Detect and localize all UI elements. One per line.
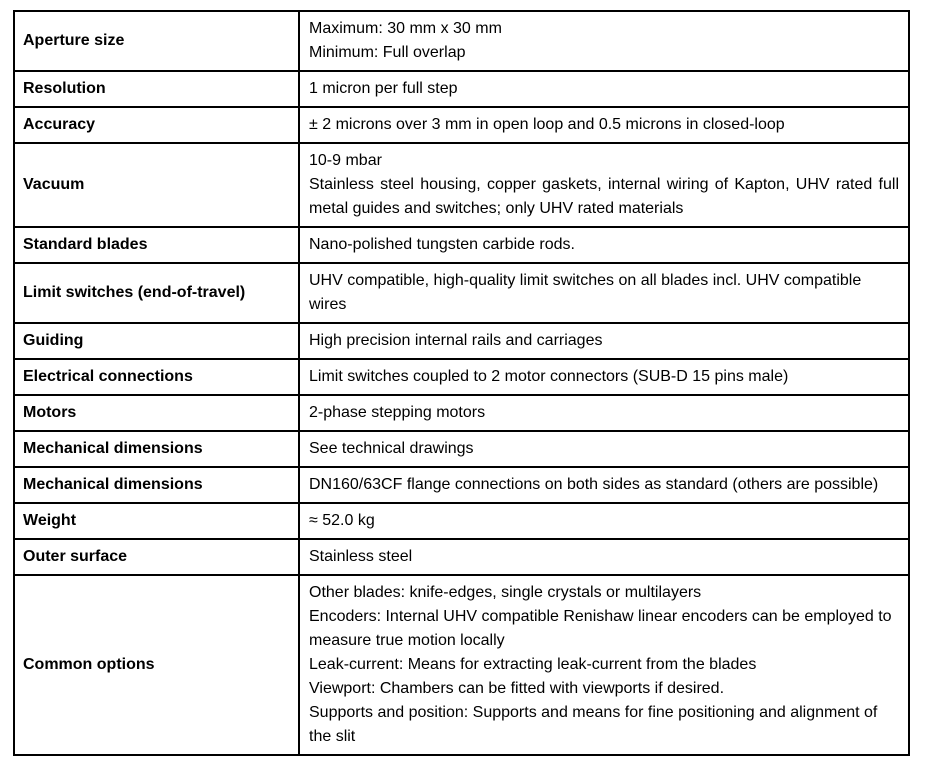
spec-value: 2-phase stepping motors [298, 394, 910, 432]
spec-label: Guiding [13, 322, 300, 360]
spec-value: 10-9 mbar Stainless steel housing, copper… [298, 142, 910, 228]
table-row: Electrical connections Limit switches cou… [13, 358, 910, 396]
spec-value-line: Minimum: Full overlap [309, 44, 466, 61]
spec-value-line: Maximum: 30 mm x 30 mm [309, 20, 502, 37]
table-row: Mechanical dimensions See technical drawi… [13, 430, 910, 468]
spec-value-line: UHV compatible, high-quality limit switc… [309, 272, 862, 313]
spec-value-line: 2-phase stepping motors [309, 404, 486, 421]
spec-value-line: Nano-polished tungsten carbide rods. [309, 236, 575, 253]
spec-label: Standard blades [13, 226, 300, 264]
spec-value: 1 micron per full step [298, 70, 910, 108]
spec-value: See technical drawings [298, 430, 910, 468]
spec-value-line: See technical drawings [309, 440, 474, 457]
spec-value-line: Stainless steel housing, copper gaskets,… [309, 176, 899, 217]
table-row: Motors 2-phase stepping motors [13, 394, 910, 432]
table-row: Aperture size Maximum: 30 mm x 30 mm Minim… [13, 10, 910, 72]
spec-value-line: Leak-current: Means for extracting leak-… [309, 656, 757, 673]
spec-value-line: Supports and position: Supports and mean… [309, 704, 878, 745]
spec-value-line: Viewport: Chambers can be fitted with vi… [309, 680, 725, 697]
spec-value-line: Other blades: knife-edges, single crysta… [309, 584, 702, 601]
spec-value-line: DN160/63CF flange connections on both si… [309, 476, 879, 493]
spec-value: UHV compatible, high-quality limit switc… [298, 262, 910, 324]
spec-value: ± 2 microns over 3 mm in open loop and 0… [298, 106, 910, 144]
table-row: Guiding High precision internal rails and… [13, 322, 910, 360]
table-row: Accuracy ± 2 microns over 3 mm in open lo… [13, 106, 910, 144]
spec-value-line: Stainless steel [309, 548, 413, 565]
table-row: Weight ≈ 52.0 kg [13, 502, 910, 540]
spec-value-line: High precision internal rails and carria… [309, 332, 603, 349]
spec-label: Motors [13, 394, 300, 432]
spec-value-line: 1 micron per full step [309, 80, 458, 97]
table-row: Limit switches (end-of-travel) UHV compat… [13, 262, 910, 324]
spec-value: Stainless steel [298, 538, 910, 576]
spec-value-line: ≈ 52.0 kg [309, 512, 375, 529]
table-row: Vacuum 10-9 mbar Stainless steel housing, … [13, 142, 910, 228]
spec-label: Vacuum [13, 142, 300, 228]
spec-label: Mechanical dimensions [13, 430, 300, 468]
spec-value: Other blades: knife-edges, single crysta… [298, 574, 910, 756]
spec-label: Common options [13, 574, 300, 756]
spec-value: High precision internal rails and carria… [298, 322, 910, 360]
spec-label: Electrical connections [13, 358, 300, 396]
spec-table-body: Aperture size Maximum: 30 mm x 30 mm Minim… [13, 10, 910, 756]
spec-value: DN160/63CF flange connections on both si… [298, 466, 910, 504]
table-row: Standard blades Nano-polished tungsten ca… [13, 226, 910, 264]
spec-label: Mechanical dimensions [13, 466, 300, 504]
spec-value-line: Encoders: Internal UHV compatible Renish… [309, 608, 892, 649]
spec-label: Outer surface [13, 538, 300, 576]
spec-value-line: Limit switches coupled to 2 motor connec… [309, 368, 789, 385]
spec-value-line: ± 2 microns over 3 mm in open loop and 0… [309, 116, 785, 133]
table-row: Common options Other blades: knife-edges,… [13, 574, 910, 756]
spec-value: Maximum: 30 mm x 30 mm Minimum: Full over… [298, 10, 910, 72]
spec-value-line: 10-9 mbar [309, 152, 382, 169]
spec-value: ≈ 52.0 kg [298, 502, 910, 540]
specifications-table: Aperture size Maximum: 30 mm x 30 mm Minim… [13, 10, 910, 756]
spec-value: Limit switches coupled to 2 motor connec… [298, 358, 910, 396]
spec-label: Aperture size [13, 10, 300, 72]
spec-label: Weight [13, 502, 300, 540]
table-row: Outer surface Stainless steel [13, 538, 910, 576]
spec-label: Resolution [13, 70, 300, 108]
table-row: Mechanical dimensions DN160/63CF flange c… [13, 466, 910, 504]
spec-label: Accuracy [13, 106, 300, 144]
table-row: Resolution 1 micron per full step [13, 70, 910, 108]
spec-value: Nano-polished tungsten carbide rods. [298, 226, 910, 264]
spec-label: Limit switches (end-of-travel) [13, 262, 300, 324]
